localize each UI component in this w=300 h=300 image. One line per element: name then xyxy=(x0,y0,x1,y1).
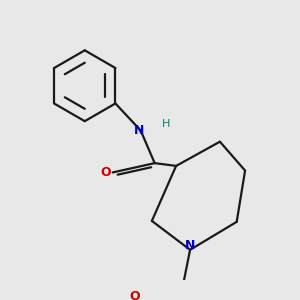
Text: O: O xyxy=(100,166,111,179)
Text: H: H xyxy=(162,119,170,129)
Polygon shape xyxy=(183,283,226,291)
Text: N: N xyxy=(134,124,144,137)
Text: O: O xyxy=(130,290,140,300)
Text: N: N xyxy=(185,239,195,252)
